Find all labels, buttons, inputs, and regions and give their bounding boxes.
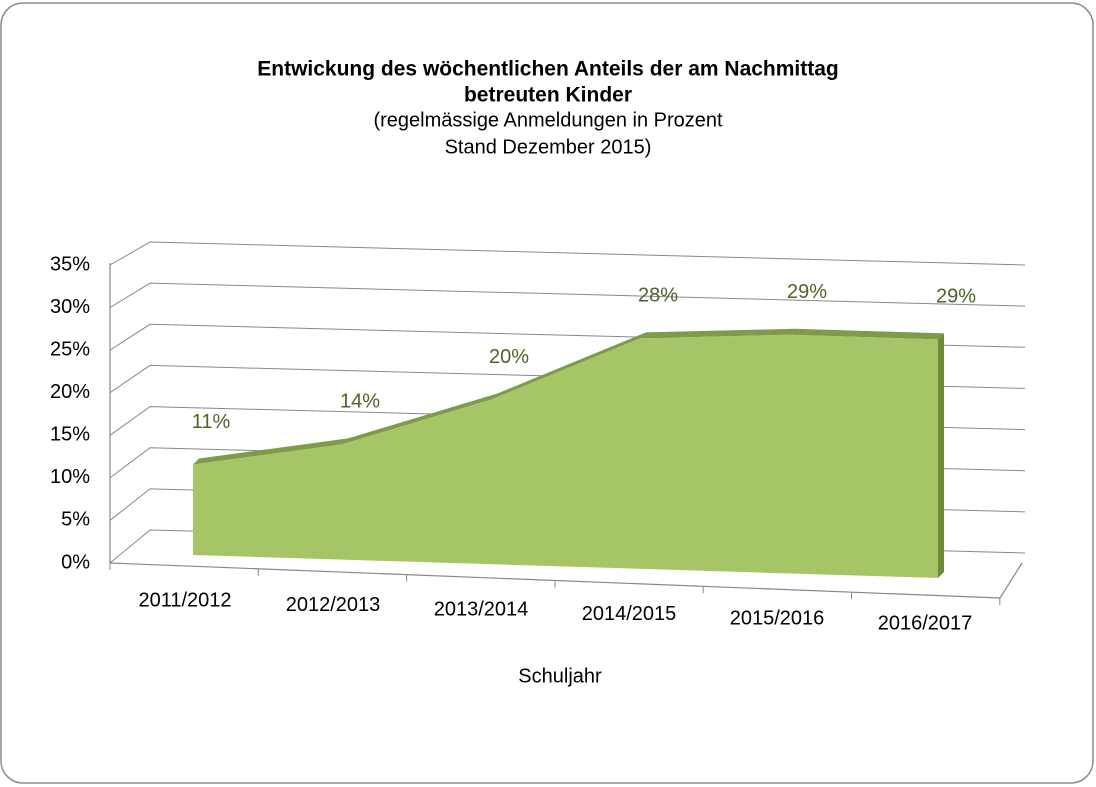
y-tick-label: 35%: [50, 253, 90, 275]
x-tick-label: 2012/2013: [286, 594, 381, 616]
y-tick-label: 25%: [50, 338, 90, 360]
grid-line: [109, 282, 1026, 308]
chart-title: Entwickung des wöchentlichen Anteils der…: [257, 58, 839, 81]
data-label: 11%: [192, 411, 231, 433]
data-label: 29%: [936, 286, 976, 308]
data-label: 20%: [489, 346, 529, 368]
x-tick-label: 2014/2015: [582, 603, 677, 625]
x-tick-label: 2013/2014: [434, 598, 529, 620]
x-tick-label: 2016/2017: [878, 612, 973, 634]
y-tick-label: 5%: [61, 509, 90, 531]
y-tick-label: 0%: [61, 551, 90, 573]
y-tick-label: 20%: [50, 381, 90, 403]
area: [193, 334, 938, 578]
y-tick-label: 10%: [50, 466, 90, 488]
x-tick-label: 2011/2012: [138, 589, 231, 611]
chart-subtitle: (regelmässige Anmeldungen in Prozent: [373, 109, 723, 131]
y-tick-label: 15%: [50, 424, 90, 446]
area-top: [193, 328, 944, 465]
area-side: [938, 333, 944, 578]
x-axis-title: Schuljahr: [518, 665, 602, 687]
y-tick-label: 30%: [50, 296, 90, 318]
data-label: 29%: [787, 281, 827, 303]
chart-title: betreuten Kinder: [464, 84, 632, 107]
data-label: 28%: [638, 285, 678, 307]
x-tick-label: 2015/2016: [730, 608, 825, 630]
grid-line: [109, 241, 1026, 266]
data-label: 14%: [340, 391, 380, 413]
chart-subtitle: Stand Dezember 2015): [445, 136, 652, 158]
